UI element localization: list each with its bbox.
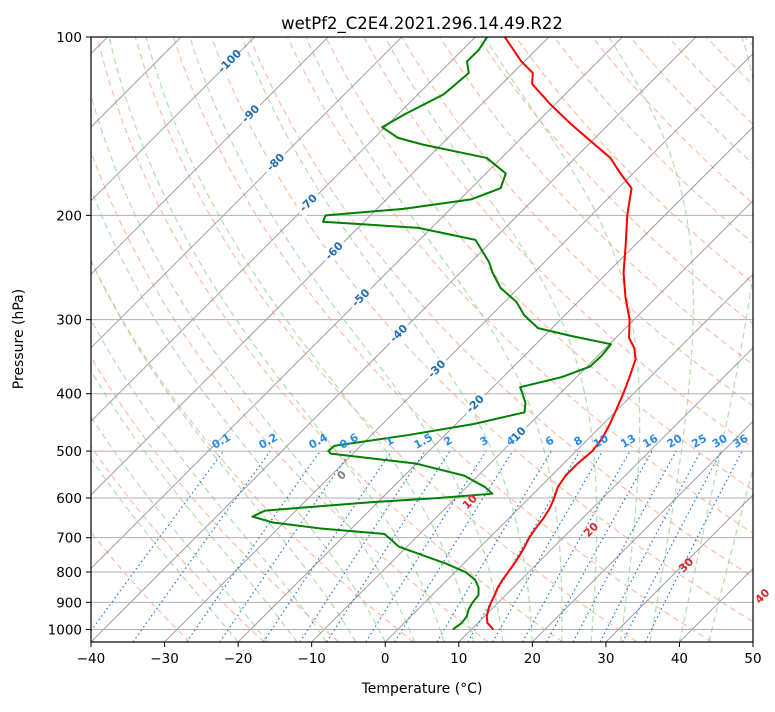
mixing-ratio-line xyxy=(572,450,677,642)
isotherm-line xyxy=(531,420,753,642)
moist-adiabat-line xyxy=(678,37,753,642)
dry-adiabat-line xyxy=(91,445,265,642)
y-tick-label: 800 xyxy=(56,565,82,581)
dry-adiabat-line xyxy=(286,37,753,535)
axes: −40 −30 −20 −10 0 10 20 30 40 50 100 200 300 400 500 60… xyxy=(48,30,762,667)
dry-adiabat-line xyxy=(515,37,753,285)
x-axis-label: Temperature (°C) xyxy=(361,681,483,697)
y-tick-label: 400 xyxy=(56,387,82,403)
chart-title: wetPf2_C2E4.2021.296.14.49.R22 xyxy=(281,14,563,34)
moist-adiabat-line xyxy=(145,37,475,642)
moist-adiabat-line xyxy=(189,37,504,642)
y-axis-label: Pressure (hPa) xyxy=(11,289,27,389)
x-tick-label: −20 xyxy=(224,651,253,667)
moist-adiabat-line xyxy=(91,457,239,642)
mixing-ratio-line xyxy=(436,450,553,642)
isotherm-line xyxy=(237,126,753,642)
dry-adiabat-line xyxy=(134,37,638,642)
background-lines xyxy=(91,37,753,642)
mixing-ratio-line xyxy=(326,450,451,642)
y-tick-label: 1000 xyxy=(48,622,82,638)
moist-adiabat-line xyxy=(305,37,563,642)
moist-adiabat-line xyxy=(91,415,269,642)
y-tick-label: 500 xyxy=(56,444,82,460)
isotherm-label-background xyxy=(261,148,291,177)
moist-adiabat-line xyxy=(91,259,357,642)
mixing-ratio-line xyxy=(394,450,514,642)
isotherm-line xyxy=(311,199,753,642)
isotherm-line xyxy=(384,273,753,642)
moist-adiabat-line xyxy=(91,318,327,642)
mixing-ratio-line xyxy=(219,450,352,642)
isotherm-label-background xyxy=(236,100,266,129)
y-tick-label: 600 xyxy=(56,491,82,507)
isotherm-label-background xyxy=(422,355,452,384)
mixing-ratio-line xyxy=(365,450,487,642)
x-tick-label: −10 xyxy=(297,651,326,667)
dry-adiabat-line xyxy=(248,37,753,578)
profile-lines xyxy=(251,37,637,631)
x-tick-label: 10 xyxy=(450,651,467,667)
isotherm-line xyxy=(91,37,403,349)
temperature-profile-line xyxy=(485,37,637,631)
x-tick-label: 40 xyxy=(671,651,688,667)
x-tick-label: 0 xyxy=(381,651,390,667)
dry-adiabat-line xyxy=(96,37,563,642)
moist-adiabat-line xyxy=(91,187,386,642)
isotherm-label-background xyxy=(347,284,376,313)
isotherm-line xyxy=(458,347,753,642)
isotherm-label-background xyxy=(461,390,490,419)
y-tick-label: 700 xyxy=(56,531,82,547)
mixing-ratio-line xyxy=(186,450,321,642)
moist-adiabat-line xyxy=(241,37,533,642)
mixing-ratio-line xyxy=(599,450,702,642)
moist-adiabat-line xyxy=(484,37,641,642)
isotherm-label-background xyxy=(385,319,414,348)
dewpoint-profile-line xyxy=(251,37,612,631)
moist-adiabat-line xyxy=(91,369,298,642)
isotherm-line xyxy=(91,37,329,275)
moist-adiabat-line xyxy=(108,37,445,642)
dry-adiabat-line xyxy=(210,37,753,623)
moist-adiabat-line xyxy=(708,466,753,642)
isotherm-label-background xyxy=(320,237,349,266)
y-tick-label: 200 xyxy=(56,208,82,224)
isotherm-line xyxy=(91,37,256,202)
x-tick-label: −40 xyxy=(77,651,106,667)
isotherm-line xyxy=(91,37,623,570)
mixing-ratio-line xyxy=(263,450,393,642)
mixing-ratio-line xyxy=(299,450,426,642)
x-tick-label: 20 xyxy=(524,651,541,667)
isotherm-line xyxy=(91,37,550,496)
y-tick-label: 300 xyxy=(56,313,82,329)
mixing-ratio-line xyxy=(132,450,271,642)
isotherm-label-background xyxy=(216,47,245,76)
moist-adiabat-line xyxy=(384,37,598,642)
dry-adiabat-line xyxy=(172,37,713,642)
plot-frame xyxy=(90,36,754,643)
dry-adiabat-line xyxy=(325,37,753,491)
isotherm-label-background xyxy=(503,422,532,451)
x-tick-label: −30 xyxy=(150,651,179,667)
isotherm-line xyxy=(605,494,753,642)
x-tick-label: 50 xyxy=(744,651,761,667)
x-tick-label: 30 xyxy=(597,651,614,667)
isotherm-line xyxy=(91,37,476,423)
isotherm-line xyxy=(164,52,753,642)
y-tick-label: 900 xyxy=(56,595,82,611)
isotherm-label-background xyxy=(294,189,323,218)
moist-adiabat-line xyxy=(608,37,694,642)
y-tick-label: 100 xyxy=(56,30,82,46)
